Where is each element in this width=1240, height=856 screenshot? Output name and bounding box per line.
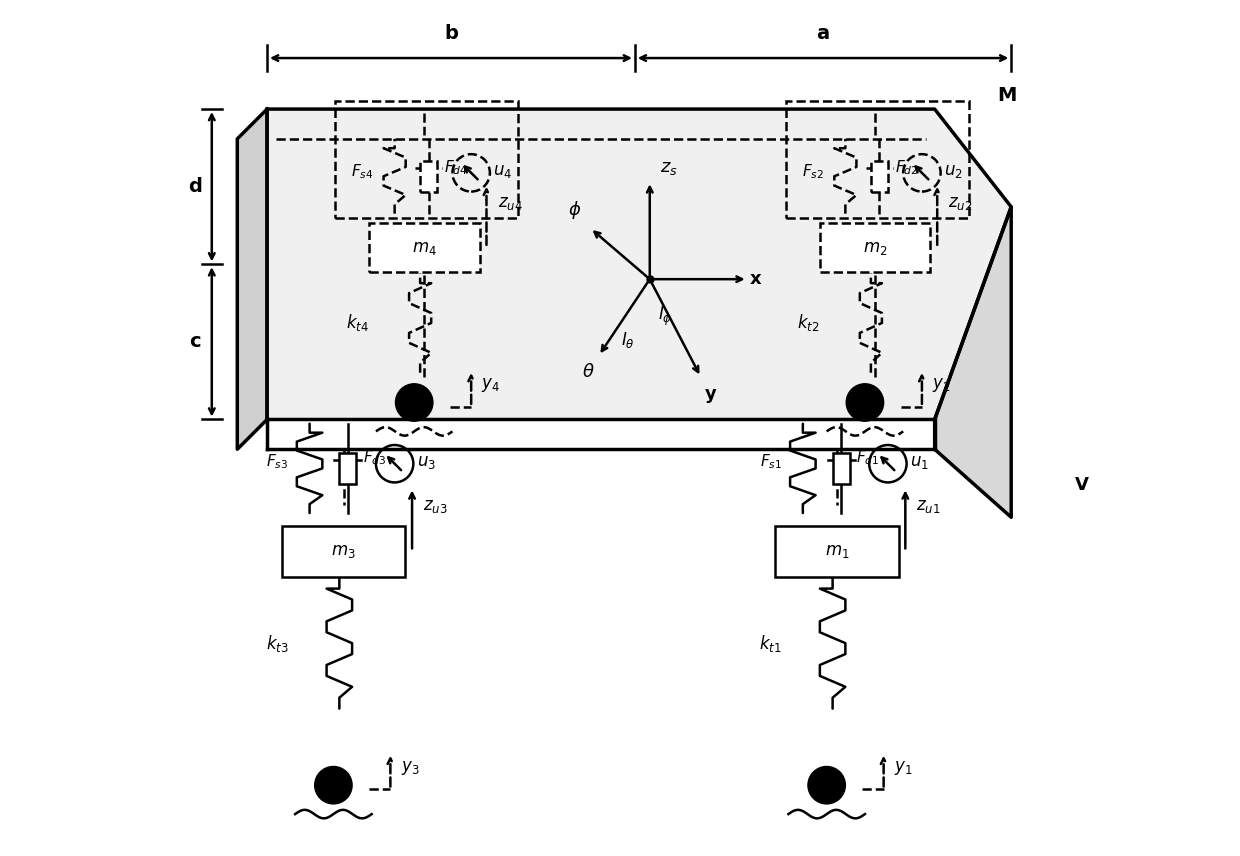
Text: $I_\phi$: $I_\phi$ bbox=[658, 305, 672, 328]
Text: $k_{t2}$: $k_{t2}$ bbox=[797, 312, 820, 334]
Bar bbox=[420, 161, 438, 192]
Text: $y_2$: $y_2$ bbox=[932, 377, 951, 395]
Circle shape bbox=[396, 383, 433, 421]
Text: $I_\theta$: $I_\theta$ bbox=[621, 330, 635, 350]
Bar bbox=[870, 161, 888, 192]
Text: c: c bbox=[188, 332, 201, 352]
Polygon shape bbox=[237, 109, 267, 449]
Text: V: V bbox=[1075, 477, 1089, 495]
Circle shape bbox=[808, 766, 846, 804]
Text: $F_{s1}$: $F_{s1}$ bbox=[760, 453, 781, 472]
Text: $z_{u3}$: $z_{u3}$ bbox=[423, 497, 448, 515]
Text: $y_3$: $y_3$ bbox=[401, 759, 419, 777]
Text: $u_2$: $u_2$ bbox=[944, 162, 962, 180]
Text: $y_4$: $y_4$ bbox=[481, 377, 500, 395]
Text: $u_4$: $u_4$ bbox=[494, 162, 512, 180]
Text: $\theta$: $\theta$ bbox=[582, 362, 594, 381]
Polygon shape bbox=[267, 109, 1011, 419]
Text: $m_1$: $m_1$ bbox=[825, 543, 849, 561]
Text: x: x bbox=[750, 270, 761, 288]
Text: $m_4$: $m_4$ bbox=[412, 239, 436, 257]
Text: $m_3$: $m_3$ bbox=[331, 543, 356, 561]
Text: $k_{t4}$: $k_{t4}$ bbox=[346, 312, 370, 334]
Bar bbox=[786, 100, 968, 218]
Text: $y_1$: $y_1$ bbox=[894, 759, 913, 777]
Text: $z_{u1}$: $z_{u1}$ bbox=[916, 497, 941, 515]
Text: $F_{d3}$: $F_{d3}$ bbox=[363, 449, 387, 467]
Text: b: b bbox=[444, 24, 458, 43]
Text: d: d bbox=[187, 177, 202, 196]
Polygon shape bbox=[935, 207, 1011, 517]
Text: $z_{u4}$: $z_{u4}$ bbox=[497, 193, 522, 211]
Text: $F_{d4}$: $F_{d4}$ bbox=[444, 158, 467, 177]
Text: $u_3$: $u_3$ bbox=[417, 453, 435, 471]
Circle shape bbox=[846, 383, 884, 421]
Text: $F_{d1}$: $F_{d1}$ bbox=[857, 449, 879, 467]
Text: $z_{u2}$: $z_{u2}$ bbox=[949, 193, 972, 211]
Bar bbox=[340, 453, 356, 484]
Text: a: a bbox=[816, 24, 830, 43]
Text: $F_{s3}$: $F_{s3}$ bbox=[267, 453, 289, 472]
Bar bbox=[775, 526, 899, 577]
Text: $F_{d2}$: $F_{d2}$ bbox=[895, 158, 918, 177]
Bar bbox=[832, 453, 849, 484]
Text: $z_s$: $z_s$ bbox=[660, 159, 678, 177]
Text: $k_{t3}$: $k_{t3}$ bbox=[265, 633, 289, 654]
Bar bbox=[335, 100, 518, 218]
Text: y: y bbox=[706, 385, 717, 403]
Text: $m_2$: $m_2$ bbox=[863, 239, 888, 257]
Text: $F_{s4}$: $F_{s4}$ bbox=[351, 163, 373, 181]
Bar bbox=[281, 526, 405, 577]
Bar bbox=[370, 223, 480, 272]
Text: $\phi$: $\phi$ bbox=[568, 199, 582, 222]
Text: $F_{s2}$: $F_{s2}$ bbox=[802, 163, 825, 181]
Bar bbox=[820, 223, 930, 272]
Text: $k_{t1}$: $k_{t1}$ bbox=[759, 633, 781, 654]
Text: $u_1$: $u_1$ bbox=[910, 453, 929, 471]
Text: M: M bbox=[997, 86, 1017, 104]
Circle shape bbox=[315, 766, 352, 804]
